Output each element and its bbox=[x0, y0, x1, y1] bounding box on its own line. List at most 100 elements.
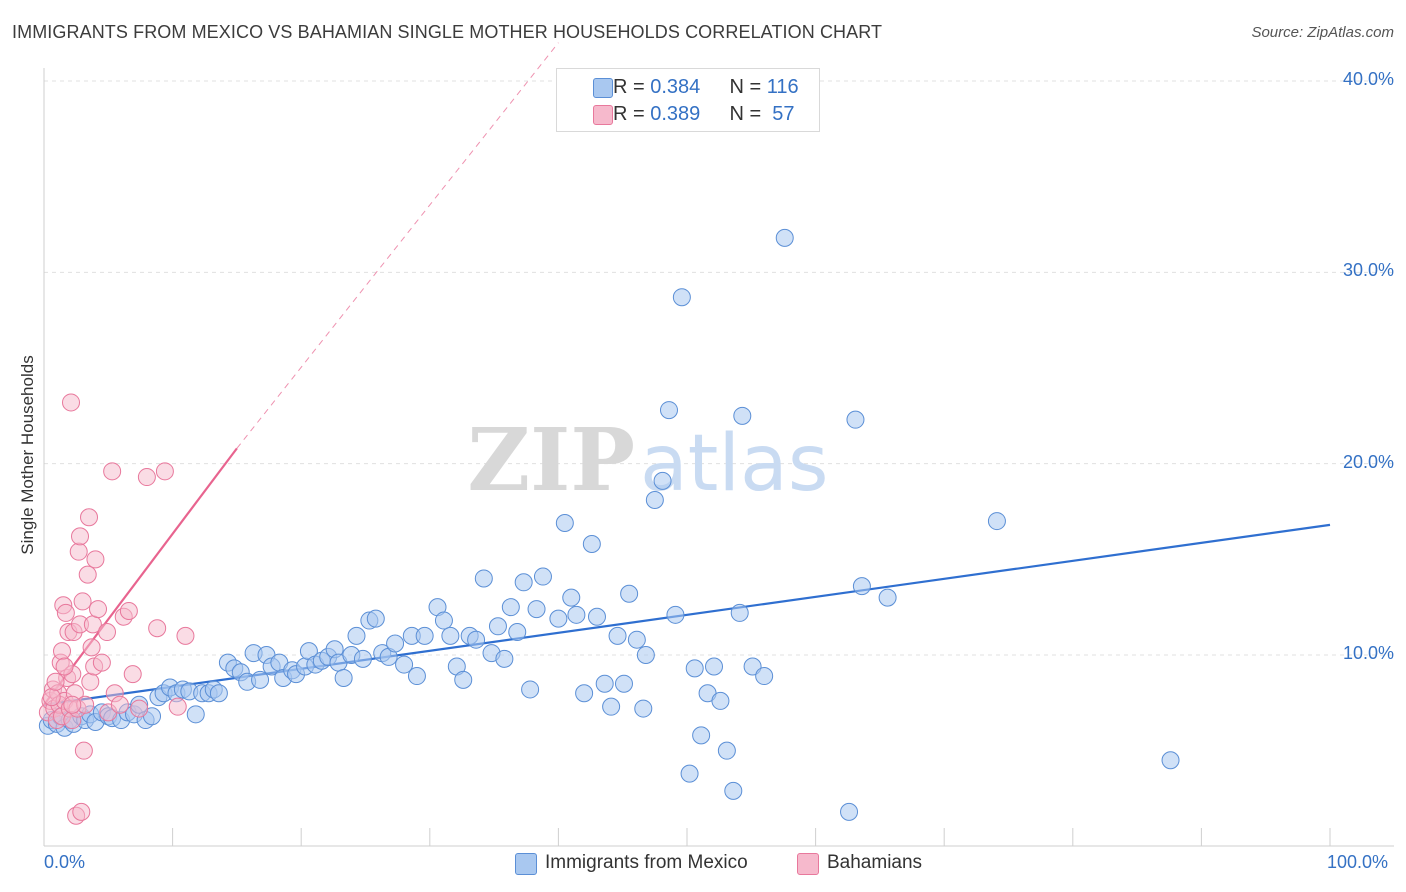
watermark: ZIP atlas bbox=[467, 410, 828, 511]
point-mexico bbox=[620, 584, 639, 603]
point-mexico bbox=[846, 410, 865, 429]
trend-lines bbox=[43, 42, 1331, 706]
point-mexico bbox=[755, 667, 774, 686]
point-bahamians bbox=[71, 527, 90, 546]
point-bahamians bbox=[42, 688, 61, 707]
legend-n-value: 116 bbox=[766, 76, 799, 98]
point-mexico bbox=[454, 670, 473, 689]
point-mexico bbox=[353, 649, 372, 668]
trend-line-bahamians bbox=[43, 447, 238, 706]
series-legend: Immigrants from Mexico Bahamians bbox=[0, 852, 1406, 876]
point-mexico bbox=[474, 569, 493, 588]
point-mexico bbox=[407, 667, 426, 686]
chart-title: IMMIGRANTS FROM MEXICO VS BAHAMIAN SINGL… bbox=[12, 22, 883, 42]
point-bahamians bbox=[56, 603, 75, 622]
point-bahamians bbox=[72, 802, 91, 821]
point-mexico bbox=[533, 567, 552, 586]
point-mexico bbox=[634, 699, 653, 718]
point-bahamians bbox=[130, 699, 149, 718]
legend-label-bahamians: Bahamians bbox=[827, 852, 923, 873]
point-mexico bbox=[514, 573, 533, 592]
data-points bbox=[38, 228, 1180, 825]
watermark-atlas: atlas bbox=[640, 419, 829, 509]
point-mexico bbox=[567, 605, 586, 624]
point-bahamians bbox=[110, 695, 129, 714]
point-bahamians bbox=[92, 653, 111, 672]
y-tick-label: 10.0% bbox=[1342, 643, 1394, 663]
point-bahamians bbox=[53, 642, 72, 661]
point-mexico bbox=[366, 609, 385, 628]
legend-item-mexico[interactable]: Immigrants from Mexico bbox=[515, 852, 748, 875]
point-mexico bbox=[852, 577, 871, 596]
point-bahamians bbox=[78, 565, 97, 584]
point-mexico bbox=[587, 607, 606, 626]
point-bahamians bbox=[69, 542, 88, 561]
point-mexico bbox=[575, 684, 594, 703]
point-bahamians bbox=[119, 601, 138, 620]
x-axis-ticks bbox=[43, 828, 1331, 846]
point-bahamians bbox=[168, 697, 187, 716]
point-bahamians bbox=[63, 695, 82, 714]
point-mexico bbox=[711, 691, 730, 710]
point-mexico bbox=[501, 598, 520, 617]
legend-swatch-pink bbox=[797, 853, 819, 875]
x-tick-label-min: 0.0% bbox=[44, 852, 86, 872]
point-mexico bbox=[987, 512, 1006, 531]
source-label: Source: ZipAtlas.com bbox=[1251, 24, 1394, 41]
point-bahamians bbox=[86, 550, 105, 569]
point-bahamians bbox=[73, 592, 92, 611]
point-bahamians bbox=[82, 638, 101, 657]
point-mexico bbox=[692, 726, 711, 745]
point-mexico bbox=[653, 471, 672, 490]
point-mexico bbox=[527, 600, 546, 619]
legend-r-label: R = bbox=[613, 76, 651, 98]
point-mexico bbox=[555, 513, 574, 532]
point-mexico bbox=[878, 588, 897, 607]
point-mexico bbox=[334, 668, 353, 687]
point-mexico bbox=[582, 535, 601, 554]
point-mexico bbox=[467, 630, 486, 649]
point-mexico bbox=[562, 588, 581, 607]
grid-lines bbox=[44, 80, 1394, 656]
point-mexico bbox=[743, 657, 762, 676]
point-mexico bbox=[1161, 751, 1180, 770]
point-mexico bbox=[724, 781, 743, 800]
point-bahamians bbox=[123, 665, 142, 684]
legend-row-bahamians: R = 0.389 N = 57 bbox=[593, 103, 795, 127]
legend-item-bahamians[interactable]: Bahamians bbox=[797, 852, 923, 875]
legend-n-label: N = bbox=[729, 103, 767, 125]
point-mexico bbox=[705, 657, 724, 676]
point-mexico bbox=[521, 680, 540, 699]
point-mexico bbox=[666, 605, 685, 624]
point-mexico bbox=[395, 655, 414, 674]
point-bahamians bbox=[46, 672, 65, 691]
legend-r-value: 0.384 bbox=[650, 76, 701, 98]
legend-n-label: N = bbox=[729, 76, 767, 98]
point-bahamians bbox=[81, 672, 100, 691]
point-mexico bbox=[717, 741, 736, 760]
point-mexico bbox=[508, 623, 527, 642]
point-mexico bbox=[608, 626, 627, 645]
point-mexico bbox=[441, 626, 460, 645]
point-bahamians bbox=[155, 462, 174, 481]
legend-row-mexico: R = 0.384 N = 116 bbox=[593, 76, 799, 100]
point-mexico bbox=[347, 626, 366, 645]
point-mexico bbox=[733, 406, 752, 425]
watermark-zip: ZIP bbox=[467, 410, 635, 511]
point-bahamians bbox=[148, 619, 167, 638]
legend-n-value: 57 bbox=[766, 103, 795, 125]
legend-swatch-blue bbox=[515, 853, 537, 875]
point-mexico bbox=[251, 670, 270, 689]
point-bahamians bbox=[74, 741, 93, 760]
legend-swatch-pink bbox=[593, 105, 613, 125]
point-bahamians bbox=[176, 626, 195, 645]
point-mexico bbox=[209, 684, 228, 703]
x-tick-label-max: 100.0% bbox=[1327, 852, 1389, 872]
point-mexico bbox=[495, 649, 514, 668]
point-mexico bbox=[636, 646, 655, 664]
y-tick-label: 30.0% bbox=[1342, 260, 1394, 281]
legend-r-label: R = bbox=[613, 103, 651, 125]
point-mexico bbox=[614, 674, 633, 693]
point-mexico bbox=[775, 228, 794, 247]
